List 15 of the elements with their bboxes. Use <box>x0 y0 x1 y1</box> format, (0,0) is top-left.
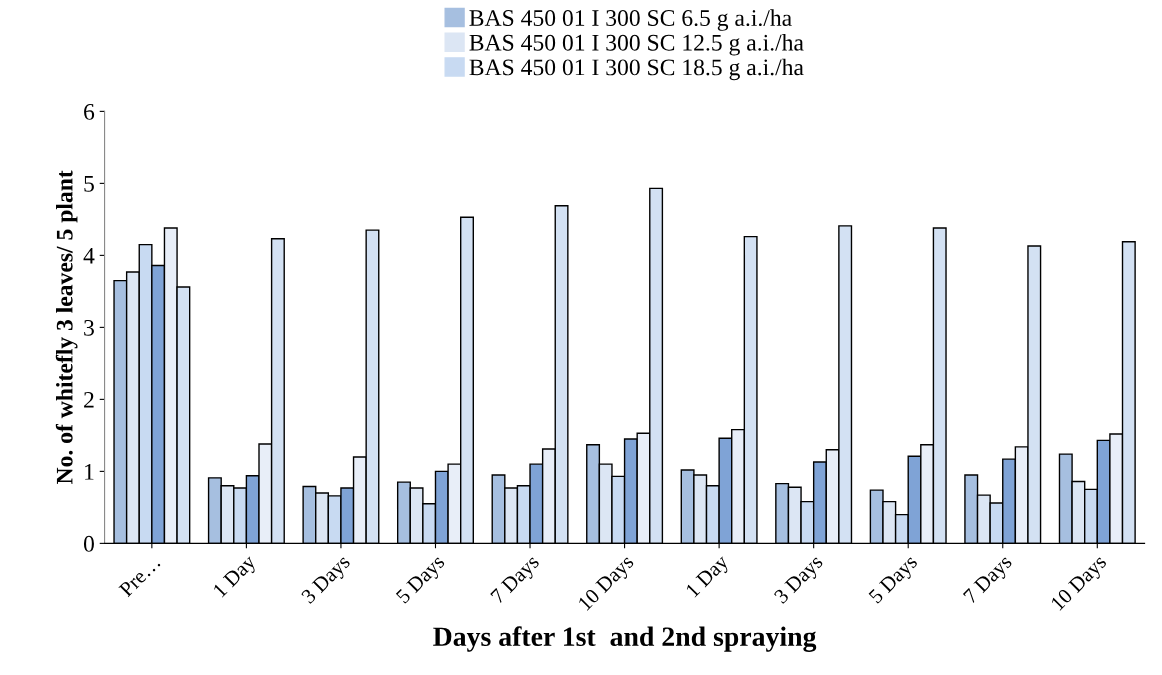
legend-label: BAS 450 01 I 300 SC 12.5 g a.i./ha <box>469 34 804 56</box>
x-tick-label: 1 Day <box>685 553 733 601</box>
y-tick-label: 4 <box>83 248 95 264</box>
x-tick-label: Pre… <box>118 555 161 598</box>
y-tick-label: 2 <box>84 391 94 408</box>
legend-label: BAS 450 01 I 300 SC 6.5 g a.i./ha <box>469 9 792 31</box>
y-tick-label: 3 <box>84 319 94 336</box>
x-tick-label: 1 Day <box>212 553 260 601</box>
x-axis-title: Days after 1st and 2nd spraying <box>433 626 817 652</box>
y-axis-title: No. of whitefly 3 leaves/ 5 plant <box>55 170 78 484</box>
y-tick-label: 6 <box>84 103 95 120</box>
y-tick-label: 1 <box>85 463 94 480</box>
y-tick-label: 5 <box>84 176 94 192</box>
y-tick-label: 0 <box>83 535 94 552</box>
legend-label: BAS 450 01 I 300 SC 18.5 g a.i./ha <box>469 58 804 81</box>
